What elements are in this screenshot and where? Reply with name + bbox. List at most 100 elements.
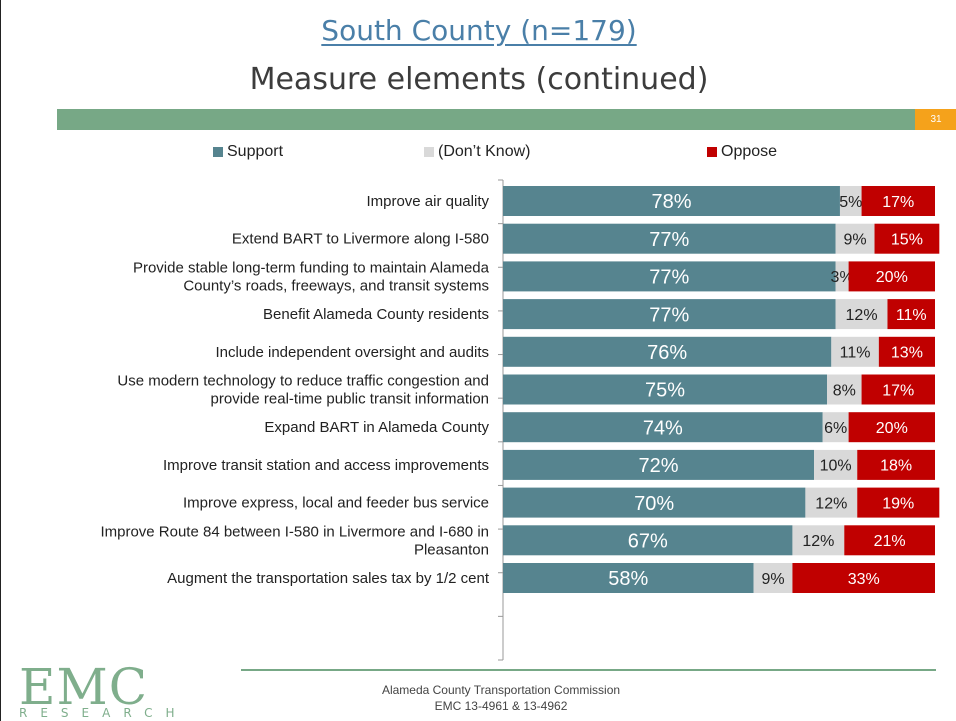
data-label-oppose: 17% — [882, 194, 914, 211]
category-label: Extend BART to Livermore along I-580 — [232, 231, 489, 248]
legend-item-oppose: Oppose — [707, 143, 777, 161]
category-label-line: Use modern technology to reduce traffic … — [117, 373, 489, 390]
bar-support — [503, 449, 815, 480]
data-label-support: 77% — [649, 267, 689, 289]
emc-research-logo: EMC RESEARCH — [19, 662, 179, 721]
bar-support — [503, 412, 823, 443]
category-label: Benefit Alameda County residents — [263, 306, 489, 323]
logo-mark: EMC — [19, 658, 148, 716]
data-label-support: 74% — [643, 417, 683, 439]
data-label-dont-know: 9% — [761, 571, 784, 588]
data-label-oppose: 11% — [896, 307, 927, 324]
bar-dont-know — [805, 487, 858, 518]
data-label-support: 78% — [651, 191, 691, 213]
bar-dont-know — [835, 299, 888, 330]
legend-swatch-oppose — [707, 147, 717, 157]
header-accent-bar — [57, 109, 915, 130]
category-label-line: Improve express, local and feeder bus se… — [183, 495, 489, 512]
category-label-line: Provide stable long-term funding to main… — [133, 259, 490, 276]
category-label-line: Extend BART to Livermore along I-580 — [232, 231, 489, 248]
bar-dont-know — [814, 449, 858, 480]
data-label-dont-know: 3% — [831, 269, 854, 286]
bar-dont-know — [827, 374, 862, 405]
category-label: Improve Route 84 between I-580 in Liverm… — [100, 523, 489, 558]
category-label-line: County’s roads, freeways, and transit sy… — [183, 277, 489, 294]
legend-label-support: Support — [227, 143, 284, 160]
data-label-oppose: 18% — [880, 458, 912, 475]
category-label-line: Benefit Alameda County residents — [263, 306, 489, 323]
footer-divider — [241, 669, 936, 671]
category-label-line: Improve Route 84 between I-580 in Liverm… — [100, 523, 489, 540]
legend-item-dont-know: (Don’t Know) — [424, 143, 530, 161]
data-label-support: 77% — [649, 304, 689, 326]
data-label-dont-know: 12% — [815, 495, 847, 512]
category-label-line: Augment the transportation sales tax by … — [167, 570, 490, 587]
bar-dont-know — [831, 336, 879, 367]
bar-oppose — [887, 299, 935, 330]
data-label-oppose: 20% — [876, 420, 908, 437]
bar-support — [503, 374, 827, 405]
category-label: Augment the transportation sales tax by … — [167, 570, 490, 587]
bar-support — [503, 487, 806, 518]
bar-oppose — [848, 412, 935, 443]
page-number: 31 — [915, 109, 956, 130]
logo-wordmark: RESEARCH — [19, 706, 188, 720]
category-label-line: Improve transit station and access impro… — [163, 457, 489, 474]
category-label: Improve transit station and access impro… — [163, 457, 489, 474]
category-label-line: provide real-time public transit informa… — [211, 391, 489, 408]
category-label-line: Include independent oversight and audits — [215, 344, 489, 361]
bar-dont-know — [753, 563, 793, 593]
data-label-dont-know: 9% — [844, 231, 867, 248]
bar-oppose — [848, 261, 935, 292]
legend-label-dont-know: (Don’t Know) — [438, 143, 531, 160]
bar-oppose — [857, 449, 935, 480]
data-label-oppose: 17% — [882, 382, 914, 399]
data-label-oppose: 21% — [874, 533, 906, 550]
legend-label-oppose: Oppose — [721, 143, 778, 160]
bar-oppose — [878, 336, 935, 367]
data-label-oppose: 13% — [891, 345, 923, 362]
data-label-dont-know: 12% — [846, 307, 878, 324]
slide-subtitle: Measure elements (continued) — [249, 62, 709, 97]
legend-swatch-dont-know — [424, 147, 434, 157]
data-label-oppose: 15% — [891, 231, 923, 248]
footer-line-2: EMC 13-4961 & 13-4962 — [434, 699, 568, 713]
data-label-dont-know: 10% — [820, 458, 852, 475]
data-label-oppose: 19% — [882, 495, 914, 512]
category-label: Include independent oversight and audits — [215, 344, 489, 361]
bar-support — [503, 336, 832, 367]
category-label-line: Improve air quality — [366, 193, 489, 210]
data-label-dont-know: 5% — [839, 194, 862, 211]
bar-oppose — [874, 223, 940, 254]
data-label-support: 67% — [628, 531, 668, 553]
bar-support — [503, 563, 754, 593]
data-label-support: 76% — [647, 342, 687, 364]
bar-dont-know — [835, 261, 849, 292]
footer-line-1: Alameda County Transportation Commission — [381, 683, 621, 697]
bar-oppose — [792, 563, 935, 593]
data-label-oppose: 20% — [876, 269, 908, 286]
data-label-dont-know: 12% — [802, 533, 834, 550]
data-label-dont-know: 6% — [824, 420, 847, 437]
legend-item-support: Support — [213, 143, 283, 161]
category-label: Improve air quality — [366, 193, 489, 210]
category-label: Use modern technology to reduce traffic … — [117, 373, 489, 408]
slide-title: South County (n=179) — [321, 14, 637, 47]
bar-support — [503, 223, 836, 254]
data-label-dont-know: 8% — [833, 382, 856, 399]
data-label-support: 70% — [634, 493, 674, 515]
category-label-line: Expand BART in Alameda County — [264, 419, 489, 436]
bar-support — [503, 299, 836, 330]
legend-swatch-support — [213, 147, 223, 157]
data-label-support: 58% — [608, 568, 648, 590]
category-label: Expand BART in Alameda County — [264, 419, 489, 436]
category-label: Provide stable long-term funding to main… — [133, 259, 490, 294]
bar-oppose — [844, 525, 935, 556]
chart-legend: Support (Don’t Know) Oppose — [1, 143, 956, 163]
data-label-support: 72% — [639, 455, 679, 477]
bar-oppose — [861, 186, 935, 216]
bar-dont-know — [835, 223, 875, 254]
data-label-oppose: 33% — [848, 571, 880, 588]
